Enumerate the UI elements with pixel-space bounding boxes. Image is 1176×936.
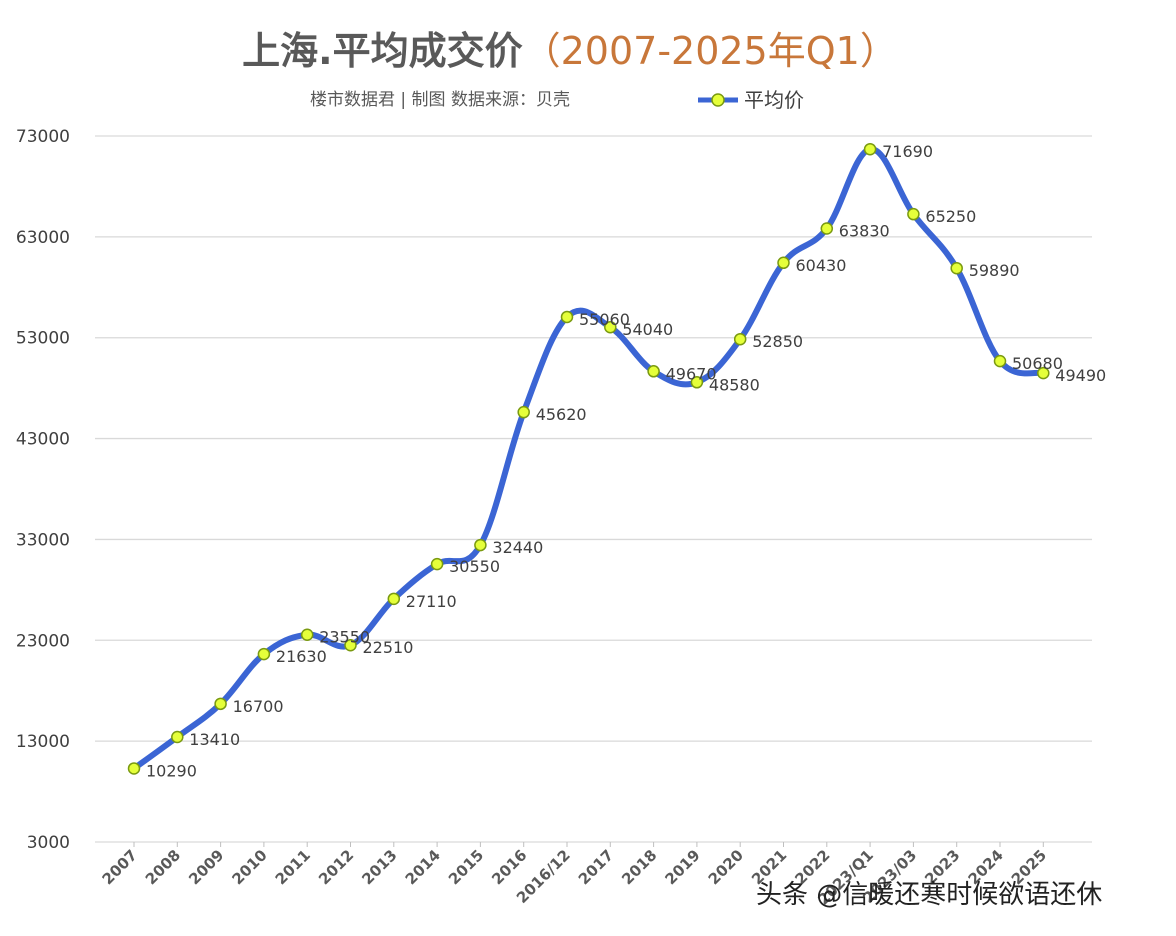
data-point [647, 365, 660, 378]
legend-label: 平均价 [744, 88, 804, 112]
chart-title-close-paren: ） [859, 29, 898, 73]
data-point [474, 538, 487, 552]
data-point [300, 628, 314, 641]
data-point [733, 332, 747, 346]
data-label: 27110 [406, 592, 457, 611]
chart-title-open-paren: （ [522, 29, 561, 73]
data-point [517, 405, 530, 419]
data-point [171, 730, 184, 744]
chart-title: 上海.平均成交价（2007-2025年Q1） [0, 20, 1140, 75]
data-label: 49670 [666, 364, 717, 383]
data-label: 65250 [925, 207, 976, 226]
data-point [560, 310, 574, 324]
data-label: 52850 [752, 332, 803, 351]
x-tick-label: 2013 [358, 846, 400, 888]
data-point [1037, 366, 1050, 380]
data-point [777, 256, 790, 270]
data-point [257, 647, 271, 661]
watermark-text: 头条 @信暖还寒时候欲语还休 [756, 880, 1102, 910]
data-point [430, 557, 444, 571]
data-point [214, 697, 227, 711]
data-point [604, 320, 617, 334]
data-label: 55060 [579, 310, 630, 329]
x-tick-label: 2009 [185, 846, 227, 888]
data-label: 16700 [233, 697, 284, 716]
series-line-average-price [131, 146, 1047, 772]
x-tick-label: 2018 [618, 846, 660, 888]
data-label: 50680 [1012, 354, 1063, 373]
data-point [993, 354, 1007, 368]
data-point [344, 638, 357, 652]
data-label: 30550 [449, 557, 500, 576]
data-point [820, 222, 834, 235]
data-point [127, 762, 141, 775]
data-point [690, 376, 704, 389]
x-tick-label: 2020 [705, 846, 747, 888]
data-label: 71690 [882, 142, 933, 161]
y-tick-label: 53000 [16, 329, 70, 349]
x-tick-label: 2008 [142, 846, 184, 888]
chart-title-years: 2007-2025年Q1 [560, 29, 860, 73]
y-tick-label: 33000 [16, 530, 70, 550]
x-tick-label: 2015 [445, 846, 487, 888]
data-point [863, 142, 877, 156]
data-label: 13410 [189, 730, 240, 749]
data-label: 21630 [276, 647, 327, 666]
data-label: 48580 [709, 375, 760, 394]
y-tick-label: 3000 [27, 833, 70, 853]
data-label: 32440 [492, 538, 543, 557]
data-label: 22510 [363, 638, 414, 657]
x-tick-label: 2007 [99, 846, 141, 888]
data-label: 60430 [796, 256, 847, 275]
x-tick-label: 2012 [315, 846, 357, 888]
legend-marker [711, 93, 725, 107]
y-tick-label: 23000 [16, 631, 70, 651]
data-label: 63830 [839, 221, 890, 240]
y-tick-label: 63000 [16, 228, 70, 248]
data-label: 49490 [1055, 366, 1106, 385]
x-tick-label: 2011 [272, 846, 314, 888]
x-tick-label: 2017 [575, 846, 617, 888]
chart-subtitle: 楼市数据君 | 制图 数据来源：贝壳 [310, 90, 570, 110]
data-label: 45620 [536, 405, 587, 424]
data-label: 10290 [146, 761, 197, 780]
y-tick-label: 73000 [16, 127, 70, 147]
x-tick-label: 2010 [228, 846, 270, 888]
data-point [950, 261, 963, 275]
data-point [387, 592, 401, 606]
data-point [907, 207, 920, 221]
x-tick-label: 2014 [402, 846, 444, 888]
x-tick-label: 2019 [661, 846, 703, 888]
data-label: 59890 [969, 261, 1020, 280]
y-tick-label: 43000 [16, 430, 70, 450]
data-label: 23550 [319, 628, 370, 647]
data-label: 54040 [622, 320, 673, 339]
y-tick-label: 13000 [16, 732, 70, 752]
legend: 平均价 [698, 88, 804, 112]
chart-title-main: 上海.平均成交价 [242, 29, 523, 73]
